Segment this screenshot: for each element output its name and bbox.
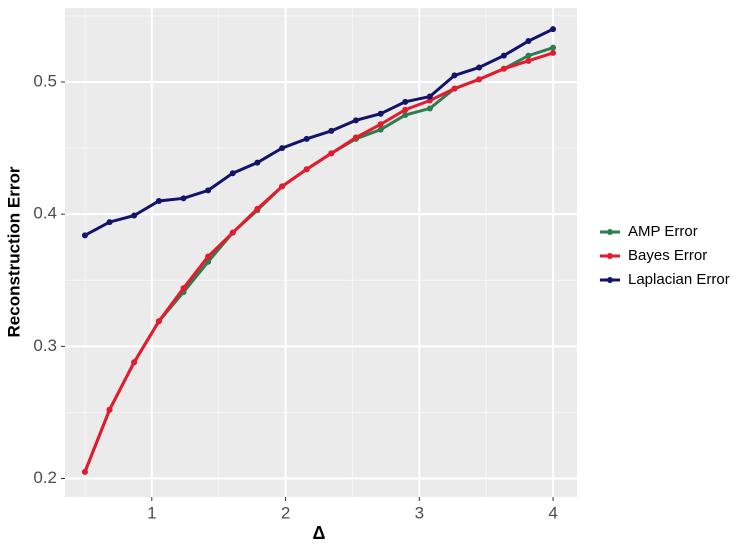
point xyxy=(402,112,409,119)
y-tick-label: 0.2 xyxy=(33,468,57,487)
point xyxy=(402,106,409,113)
point xyxy=(229,170,236,177)
point xyxy=(205,253,212,260)
point xyxy=(180,285,187,292)
point xyxy=(279,183,286,190)
point xyxy=(377,110,384,117)
point xyxy=(81,468,88,475)
x-tick-label: 3 xyxy=(415,503,424,522)
y-tick-label: 0.5 xyxy=(33,71,57,90)
point xyxy=(525,57,532,64)
y-axis-title: Reconstruction Error xyxy=(4,166,23,337)
point xyxy=(131,212,138,219)
legend-key-point xyxy=(607,253,613,259)
point xyxy=(426,93,433,100)
series-line xyxy=(83,51,554,473)
point xyxy=(180,195,187,202)
y-tick-label: 0.3 xyxy=(33,336,57,355)
x-tick-label: 4 xyxy=(548,503,557,522)
point xyxy=(550,26,557,33)
x-tick-label: 1 xyxy=(147,503,156,522)
point xyxy=(550,49,557,56)
panel xyxy=(65,8,577,497)
point xyxy=(451,85,458,92)
series-line xyxy=(84,27,554,237)
point xyxy=(352,134,359,141)
point xyxy=(451,72,458,79)
point xyxy=(205,187,212,194)
point xyxy=(426,105,433,112)
legend-key-point xyxy=(607,277,613,283)
point xyxy=(525,38,532,45)
point xyxy=(500,65,507,72)
point xyxy=(328,150,335,157)
legend-label: Bayes Error xyxy=(628,247,707,264)
point xyxy=(155,318,162,325)
y-tick-label: 0.4 xyxy=(33,204,57,223)
point xyxy=(476,76,483,83)
point xyxy=(254,159,261,166)
point xyxy=(550,44,557,51)
point xyxy=(303,166,310,173)
x-axis-title: Δ xyxy=(313,523,326,543)
point xyxy=(106,406,113,413)
point xyxy=(352,117,359,124)
point xyxy=(328,127,335,134)
legend-label: AMP Error xyxy=(628,223,698,240)
point xyxy=(500,52,507,59)
point xyxy=(377,126,384,133)
point xyxy=(155,197,162,204)
legend-key-point xyxy=(607,229,613,235)
point xyxy=(81,232,88,239)
point xyxy=(131,359,138,366)
point xyxy=(106,219,113,226)
point xyxy=(377,121,384,128)
point xyxy=(525,52,532,59)
point xyxy=(254,205,261,212)
point xyxy=(279,145,286,152)
x-tick-label: 2 xyxy=(281,503,290,522)
point xyxy=(303,135,310,142)
point xyxy=(476,64,483,71)
point xyxy=(229,229,236,236)
legend-label: Laplacian Error xyxy=(628,271,730,288)
point xyxy=(402,98,409,105)
